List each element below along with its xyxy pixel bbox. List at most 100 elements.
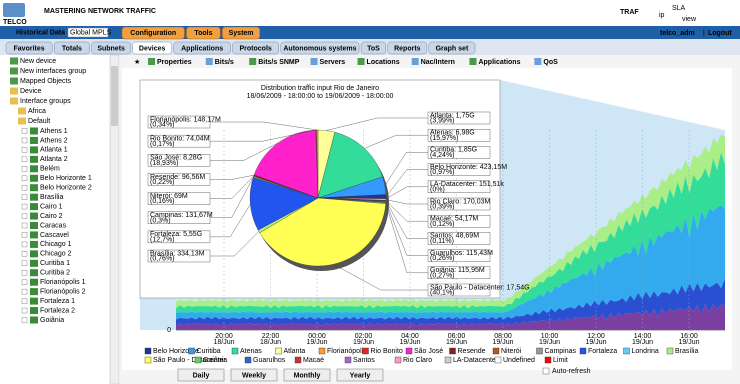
- toolbar-label[interactable]: Servers: [320, 59, 346, 66]
- tree-label[interactable]: Default: [28, 118, 50, 125]
- button[interactable]: [230, 368, 278, 382]
- button-label[interactable]: Weekly: [242, 372, 266, 379]
- expander[interactable]: [21, 317, 28, 323]
- button-label[interactable]: Daily: [193, 372, 210, 379]
- scroll-thumb[interactable]: [111, 66, 118, 126]
- tree-icon[interactable]: [30, 269, 38, 277]
- checkbox[interactable]: [542, 367, 550, 375]
- subtab-label[interactable]: Totals: [62, 45, 82, 52]
- expander[interactable]: [21, 232, 28, 238]
- tree-icon[interactable]: [30, 136, 38, 144]
- tree-label[interactable]: Brasília: [40, 194, 63, 201]
- tree-icon[interactable]: [30, 146, 38, 154]
- subtab[interactable]: [232, 41, 279, 55]
- select-value[interactable]: Global MPLS: [70, 29, 112, 36]
- subtab-label[interactable]: Graph set: [436, 45, 469, 52]
- tree-label[interactable]: Curitiba 1: [40, 260, 70, 267]
- tree-icon[interactable]: [30, 259, 38, 267]
- tree-icon[interactable]: [30, 288, 38, 296]
- tree-icon[interactable]: [30, 184, 38, 192]
- toolbar-label[interactable]: Nac/Intern: [421, 59, 455, 66]
- subtab[interactable]: [91, 41, 131, 55]
- expander[interactable]: [21, 279, 28, 285]
- tree-label[interactable]: Africa: [28, 108, 46, 115]
- menu-tab-label[interactable]: System: [229, 30, 254, 37]
- expander[interactable]: [21, 156, 28, 163]
- toolbar-label[interactable]: Bits/s SNMP: [258, 59, 300, 66]
- tree-label[interactable]: Belo Horizonte 2: [40, 185, 92, 192]
- tree-label[interactable]: Mapped Objects: [20, 78, 71, 85]
- subtab-label[interactable]: Reports: [394, 45, 421, 52]
- subtab[interactable]: [173, 41, 231, 55]
- tree-icon[interactable]: [30, 240, 38, 248]
- tree-icon[interactable]: [30, 316, 38, 324]
- tree-label[interactable]: Fortaleza 2: [40, 307, 75, 314]
- tree-icon[interactable]: [30, 127, 38, 135]
- tree-icon[interactable]: [30, 174, 38, 182]
- tree-label[interactable]: Chicago 1: [40, 241, 72, 248]
- tree-icon[interactable]: [30, 193, 38, 201]
- tree-label[interactable]: Florianópolis 1: [40, 279, 86, 286]
- expander[interactable]: [21, 175, 28, 181]
- tree-icon[interactable]: [30, 307, 38, 315]
- expander[interactable]: [21, 203, 28, 210]
- expander[interactable]: [21, 194, 28, 200]
- tree-label[interactable]: Fortaleza 1: [40, 298, 75, 305]
- button-label[interactable]: Monthly: [294, 372, 321, 379]
- expander[interactable]: [21, 213, 28, 219]
- toolbar-label[interactable]: QoS: [543, 59, 558, 66]
- tree-icon[interactable]: [10, 77, 18, 85]
- tree-label[interactable]: Cascavel: [40, 232, 69, 239]
- subtab[interactable]: [53, 41, 90, 55]
- tree-label[interactable]: Goiânia: [40, 317, 64, 324]
- toolbar-label[interactable]: Locations: [367, 59, 400, 66]
- expander[interactable]: [21, 128, 28, 134]
- tree-label[interactable]: Athens 2: [40, 137, 68, 144]
- tree-icon[interactable]: [30, 278, 38, 286]
- tree-label[interactable]: Belo Horizonte 1: [40, 175, 92, 182]
- expander[interactable]: [21, 137, 28, 144]
- tree-icon[interactable]: [10, 67, 18, 75]
- expander[interactable]: [21, 222, 28, 229]
- menu-tab[interactable]: [186, 26, 221, 40]
- tree-label[interactable]: Caracas: [40, 222, 67, 229]
- tree-label[interactable]: Atlanta 1: [40, 147, 68, 154]
- button-label[interactable]: Yearly: [350, 372, 371, 379]
- subtab[interactable]: [387, 41, 428, 55]
- subtab-label[interactable]: Autonomous systems: [283, 45, 356, 52]
- toolbar-label[interactable]: Properties: [157, 59, 192, 66]
- tree-label[interactable]: Device: [20, 88, 42, 95]
- expander[interactable]: [21, 270, 28, 276]
- menu-tab[interactable]: [121, 26, 185, 40]
- tree-icon[interactable]: [30, 203, 38, 211]
- logout[interactable]: Logout: [708, 30, 732, 37]
- subtab[interactable]: [5, 41, 53, 55]
- subtab[interactable]: [280, 41, 360, 55]
- tree-icon[interactable]: [10, 57, 18, 65]
- subtab-label[interactable]: Subnets: [97, 45, 125, 52]
- expander[interactable]: [21, 288, 28, 295]
- button[interactable]: [177, 368, 225, 382]
- tree-icon[interactable]: [30, 155, 38, 163]
- tree-icon[interactable]: [10, 97, 18, 105]
- tree-label[interactable]: New device: [20, 58, 56, 65]
- tree-icon[interactable]: [18, 117, 26, 125]
- tree-icon[interactable]: [30, 297, 38, 305]
- tree-label[interactable]: Cairo 2: [40, 213, 63, 220]
- expander[interactable]: [21, 260, 28, 267]
- toolbar-label[interactable]: Applications: [478, 59, 520, 66]
- menu-tab[interactable]: [222, 26, 261, 40]
- tree-label[interactable]: Belém: [40, 166, 60, 173]
- tree-scrollbar[interactable]: [109, 54, 120, 384]
- tree-icon[interactable]: [30, 222, 38, 229]
- tree-icon[interactable]: [30, 250, 38, 258]
- expander[interactable]: [21, 251, 28, 257]
- button[interactable]: [336, 368, 384, 382]
- select[interactable]: [67, 27, 109, 38]
- tree-label[interactable]: Interface groups: [20, 98, 71, 105]
- subtab[interactable]: [360, 41, 387, 55]
- expander[interactable]: [21, 166, 28, 172]
- expander[interactable]: [21, 184, 28, 191]
- tree-label[interactable]: Athens 1: [40, 128, 68, 135]
- tree-label[interactable]: Chicago 2: [40, 251, 72, 258]
